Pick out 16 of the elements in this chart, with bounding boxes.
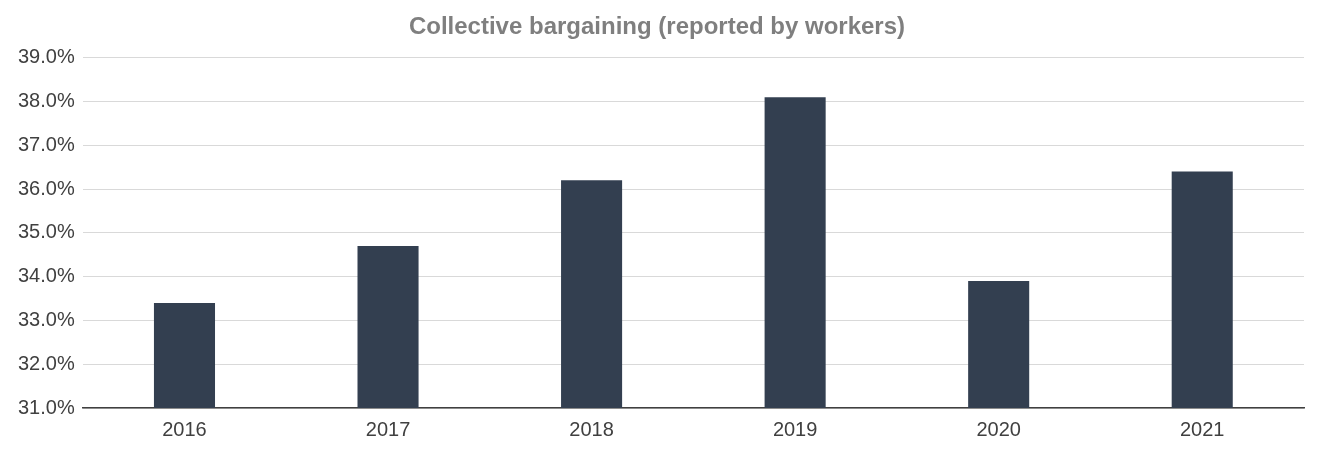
y-tick-label: 35.0% <box>17 220 75 243</box>
x-tick-label: 2019 <box>772 417 818 440</box>
x-tick-label: 2021 <box>1179 417 1225 440</box>
y-tick-label: 36.0% <box>17 176 75 199</box>
y-tick-label: 37.0% <box>17 132 75 155</box>
y-tick-label: 31.0% <box>17 395 75 418</box>
y-tick-label: 39.0% <box>17 45 75 68</box>
x-tick-label: 2020 <box>976 417 1021 440</box>
x-tick-label: 2018 <box>569 417 614 440</box>
y-tick-label: 33.0% <box>17 307 75 330</box>
chart-title: Collective bargaining (reported by workers) <box>408 12 906 40</box>
y-tick-label: 32.0% <box>17 351 75 374</box>
y-tick-label: 38.0% <box>17 89 75 112</box>
x-tick-label: 2016 <box>162 417 207 440</box>
x-tick-label: 2017 <box>365 417 411 440</box>
y-tick-label: 34.0% <box>17 264 75 287</box>
